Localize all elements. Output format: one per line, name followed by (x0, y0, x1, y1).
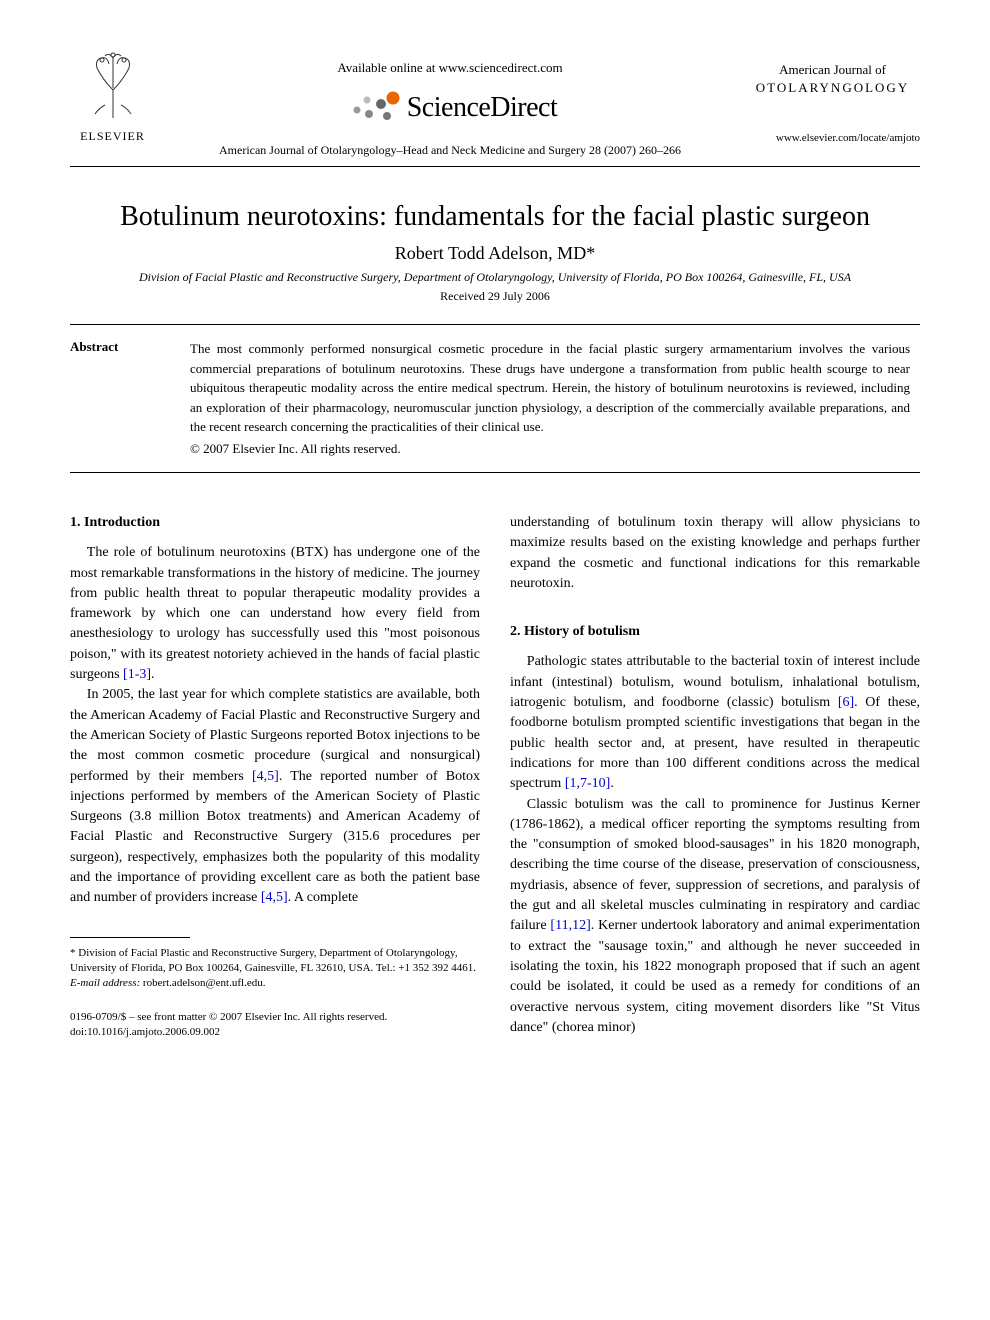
journal-name-line2: OTOLARYNGOLOGY (745, 80, 920, 96)
intro-paragraph-1: The role of botulinum neurotoxins (BTX) … (70, 543, 480, 685)
history-paragraph-1: Pathologic states attributable to the ba… (510, 652, 920, 794)
available-online-text: Available online at www.sciencedirect.co… (155, 60, 745, 76)
publisher-name: ELSEVIER (80, 129, 145, 144)
history-paragraph-2: Classic botulism was the call to promine… (510, 795, 920, 1039)
abstract-block: Abstract The most commonly performed non… (70, 324, 920, 473)
center-header: Available online at www.sciencedirect.co… (155, 50, 745, 158)
ref-link[interactable]: [11,12] (550, 918, 590, 933)
intro-paragraph-2: In 2005, the last year for which complet… (70, 685, 480, 908)
sciencedirect-dots-icon (343, 86, 401, 129)
ref-link[interactable]: [1-3] (123, 667, 151, 682)
corresponding-footnote: * Division of Facial Plastic and Reconst… (70, 946, 480, 977)
ref-link[interactable]: [4,5] (261, 890, 288, 905)
title-block: Botulinum neurotoxins: fundamentals for … (70, 201, 920, 304)
email-footnote: E-mail address: robert.adelson@ent.ufl.e… (70, 976, 480, 991)
header-rule (70, 166, 920, 167)
elsevier-tree-icon (85, 50, 141, 125)
abstract-label: Abstract (70, 339, 160, 460)
ref-link[interactable]: [1,7-10] (565, 776, 611, 791)
email-label: E-mail address: (70, 977, 140, 989)
sciencedirect-logo: ScienceDirect (155, 86, 745, 129)
section-1-heading: 1. Introduction (70, 513, 480, 533)
intro-continuation: understanding of botulinum toxin therapy… (510, 513, 920, 594)
sciencedirect-wordmark: ScienceDirect (407, 92, 558, 124)
journal-box: American Journal of OTOLARYNGOLOGY www.e… (745, 50, 920, 144)
section-2-heading: 2. History of botulism (510, 622, 920, 642)
citation-line: American Journal of Otolaryngology–Head … (155, 143, 745, 158)
abstract-body: The most commonly performed nonsurgical … (190, 339, 910, 437)
email-address: robert.adelson@ent.ufl.edu. (143, 977, 266, 989)
received-date: Received 29 July 2006 (70, 289, 920, 304)
author-name: Robert Todd Adelson, MD* (70, 243, 920, 264)
footnote-separator (70, 937, 190, 938)
publisher-logo: ELSEVIER (70, 50, 155, 144)
issn-line: 0196-0709/$ – see front matter © 2007 El… (70, 1010, 480, 1025)
body-columns: 1. Introduction The role of botulinum ne… (70, 513, 920, 1041)
ref-link[interactable]: [4,5] (252, 769, 279, 784)
author-affiliation: Division of Facial Plastic and Reconstru… (70, 270, 920, 285)
header-row: ELSEVIER Available online at www.science… (70, 50, 920, 158)
journal-url: www.elsevier.com/locate/amjoto (745, 132, 920, 144)
ref-link[interactable]: [6] (838, 695, 854, 710)
left-column: 1. Introduction The role of botulinum ne… (70, 513, 480, 1041)
doi-line: doi:10.1016/j.amjoto.2006.09.002 (70, 1025, 480, 1040)
article-title: Botulinum neurotoxins: fundamentals for … (70, 201, 920, 233)
abstract-text: The most commonly performed nonsurgical … (190, 339, 920, 460)
journal-name-line1: American Journal of (745, 62, 920, 78)
right-column: understanding of botulinum toxin therapy… (510, 513, 920, 1041)
abstract-copyright: © 2007 Elsevier Inc. All rights reserved… (190, 439, 910, 459)
